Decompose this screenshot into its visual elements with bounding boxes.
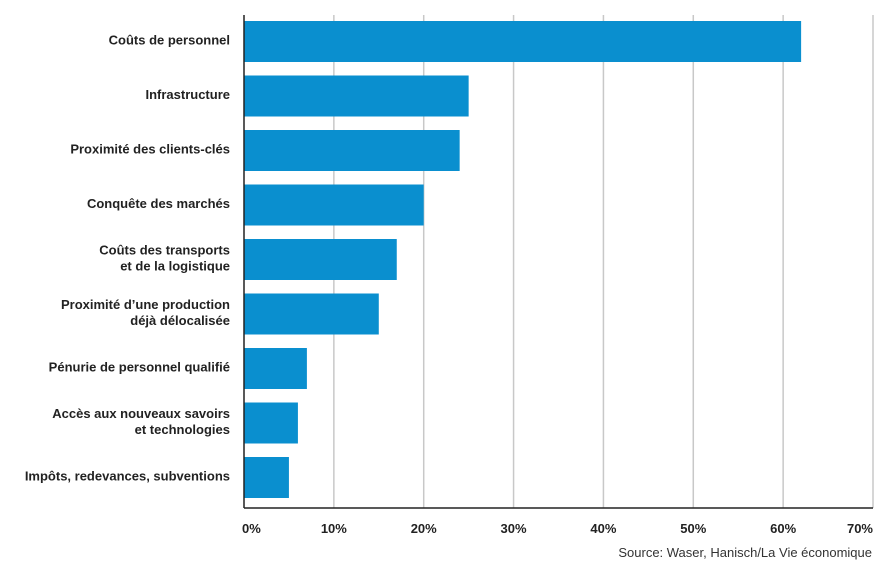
x-tick-label: 10%: [321, 521, 347, 536]
bar: [244, 457, 289, 498]
category-label: Coûts de personnel: [109, 33, 230, 48]
axes: [243, 15, 873, 509]
bar-chart: Coûts de personnel Infrastructure Proximit…: [25, 15, 874, 536]
bars: [244, 21, 802, 498]
category-label: Impôts, redevances, subventions: [25, 469, 230, 484]
bar: [244, 21, 802, 62]
bar: [244, 239, 397, 280]
category-label: Proximité des clients-clés: [70, 142, 230, 157]
category-label: Accès aux nouveaux savoirs et technologie…: [52, 406, 230, 437]
bar: [244, 348, 307, 389]
category-label: Proximité d’une production déjà délocalis…: [61, 297, 230, 328]
x-tick-label: 30%: [501, 521, 527, 536]
category-label: Conquête des marchés: [87, 196, 230, 211]
bar: [244, 293, 379, 335]
category-label: Pénurie de personnel qualifié: [49, 360, 230, 375]
x-tick-labels: 0% 10% 20% 30% 40% 50% 60% 70%: [242, 521, 873, 536]
bar: [244, 130, 460, 171]
x-tick-label: 0%: [242, 521, 261, 536]
x-tick-label: 40%: [590, 521, 616, 536]
category-label: Coûts des transports et de la logistique: [99, 243, 230, 274]
x-tick-label: 70%: [847, 521, 873, 536]
x-tick-label: 50%: [680, 521, 706, 536]
bar: [244, 75, 469, 117]
category-labels: Coûts de personnel Infrastructure Proximit…: [25, 33, 230, 484]
x-tick-label: 20%: [411, 521, 437, 536]
source-note: Source: Waser, Hanisch/La Vie économique: [618, 545, 872, 560]
category-label: Infrastructure: [145, 87, 230, 102]
bar: [244, 184, 424, 226]
bar: [244, 402, 298, 444]
x-tick-label: 60%: [770, 521, 796, 536]
